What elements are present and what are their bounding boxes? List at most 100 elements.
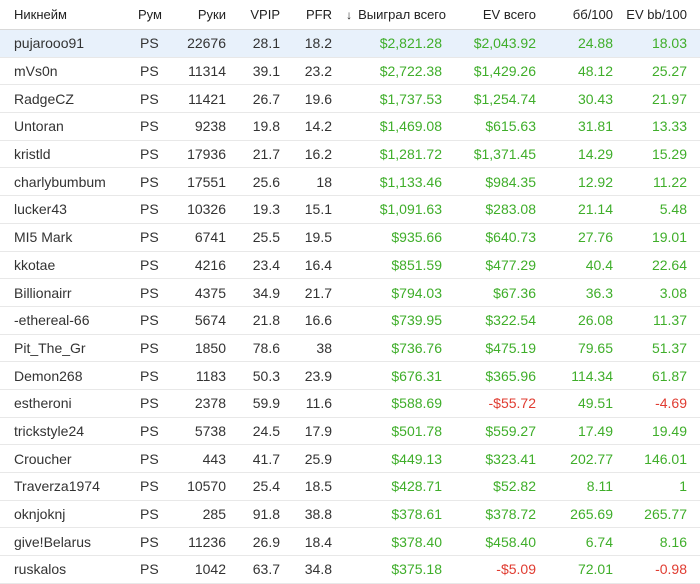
cell-won: $378.61 bbox=[391, 506, 442, 523]
cell-pfr: 19.5 bbox=[304, 229, 332, 246]
table-row[interactable]: Croucher PS 443 41.7 25.9 $449.13 $323.41 202.7… bbox=[0, 445, 700, 473]
cell-ev-bb100: 19.01 bbox=[651, 229, 687, 246]
table-header: Никнейм Рум Руки VPIP PFR ↓ Выиграл всего… bbox=[0, 0, 700, 30]
table-row[interactable]: trickstyle24 PS 5738 24.5 17.9 $501.78 $559.27… bbox=[0, 418, 700, 446]
cell-ev-bb100: 13.33 bbox=[651, 118, 687, 135]
cell-bb100: 30.43 bbox=[577, 90, 613, 107]
cell-room: PS bbox=[140, 201, 159, 218]
column-header-ev-bb100[interactable]: EV bb/100 bbox=[626, 7, 687, 22]
cell-bb100: 14.29 bbox=[577, 146, 613, 163]
cell-bb100: 79.65 bbox=[577, 339, 613, 356]
table-row[interactable]: Demon268 PS 1183 50.3 23.9 $676.31 $365.96 114.… bbox=[0, 362, 700, 390]
cell-vpip: 21.7 bbox=[252, 146, 280, 163]
cell-name: pujarooo91 bbox=[14, 35, 85, 52]
cell-bb100: 265.69 bbox=[570, 506, 613, 523]
table-row[interactable]: MI5 Mark PS 6741 25.5 19.5 $935.66 $640.73 27.7… bbox=[0, 224, 700, 252]
cell-pfr: 23.2 bbox=[304, 63, 332, 80]
column-header-ev[interactable]: EV всего bbox=[482, 7, 536, 22]
cell-hands: 1850 bbox=[194, 339, 226, 356]
cell-name: Untoran bbox=[14, 118, 64, 135]
cell-room: PS bbox=[140, 312, 159, 329]
cell-room: PS bbox=[140, 90, 159, 107]
cell-bb100: 27.76 bbox=[577, 229, 613, 246]
cell-ev-bb100: 1 bbox=[679, 478, 687, 495]
table-row[interactable]: pujarooo91 PS 22676 28.1 18.2 $2,821.28 $2,043… bbox=[0, 30, 700, 58]
cell-ev-bb100: 8.16 bbox=[659, 533, 687, 550]
column-header-room[interactable]: Рум bbox=[138, 7, 162, 22]
cell-won: $378.40 bbox=[391, 533, 442, 550]
column-header-pfr[interactable]: PFR bbox=[306, 7, 332, 22]
cell-ev-bb100: 18.03 bbox=[651, 35, 687, 52]
table-row[interactable]: RadgeCZ PS 11421 26.7 19.6 $1,737.53 $1,254.74… bbox=[0, 85, 700, 114]
table-row[interactable]: mVs0n PS 11314 39.1 23.2 $2,722.38 $1,429.26 48… bbox=[0, 58, 700, 86]
table-row[interactable]: Untoran PS 9238 19.8 14.2 $1,469.08 $615.63 31.… bbox=[0, 113, 700, 141]
cell-vpip: 28.1 bbox=[252, 35, 280, 52]
cell-vpip: 26.9 bbox=[252, 533, 280, 550]
cell-hands: 17936 bbox=[187, 146, 226, 163]
column-header-name[interactable]: Никнейм bbox=[14, 7, 67, 22]
cell-vpip: 41.7 bbox=[252, 450, 280, 467]
cell-won: $428.71 bbox=[391, 478, 442, 495]
cell-ev-bb100: 22.64 bbox=[651, 256, 687, 273]
cell-ev: $2,043.92 bbox=[473, 35, 536, 52]
cell-name: MI5 Mark bbox=[14, 229, 73, 246]
cell-hands: 5674 bbox=[194, 312, 226, 329]
table-row[interactable]: estheroni PS 2378 59.9 11.6 $588.69 -$55.72 49.… bbox=[0, 390, 700, 418]
cell-name: Demon268 bbox=[14, 367, 83, 384]
cell-ev-bb100: 11.37 bbox=[653, 312, 687, 329]
table-row[interactable]: kkotae PS 4216 23.4 16.4 $851.59 $477.29 40.4 22… bbox=[0, 252, 700, 280]
table-row[interactable]: Pit_The_Gr PS 1850 78.6 38 $736.76 $475.19 79.6… bbox=[0, 335, 700, 363]
table-row[interactable]: charlybumbum PS 17551 25.6 18 $1,133.46 $984.3… bbox=[0, 168, 700, 197]
cell-room: PS bbox=[140, 533, 159, 550]
cell-bb100: 36.3 bbox=[585, 284, 613, 301]
column-header-won[interactable]: ↓ Выиграл всего bbox=[334, 7, 446, 22]
cell-room: PS bbox=[140, 422, 159, 439]
table-row[interactable]: kristld PS 17936 21.7 16.2 $1,281.72 $1,371.45… bbox=[0, 141, 700, 169]
table-row[interactable]: lucker43 PS 10326 19.3 15.1 $1,091.63 $283.08 2… bbox=[0, 196, 700, 224]
cell-name: kristld bbox=[14, 146, 51, 163]
cell-pfr: 16.6 bbox=[304, 312, 332, 329]
cell-pfr: 18.4 bbox=[304, 533, 332, 550]
cell-room: PS bbox=[140, 146, 159, 163]
cell-pfr: 23.9 bbox=[304, 367, 332, 384]
cell-vpip: 63.7 bbox=[252, 561, 280, 578]
cell-won: $501.78 bbox=[391, 422, 442, 439]
column-header-vpip[interactable]: VPIP bbox=[250, 7, 280, 22]
cell-won: $1,091.63 bbox=[379, 201, 442, 218]
cell-hands: 11236 bbox=[188, 533, 226, 550]
table-row[interactable]: ruskalos PS 1042 63.7 34.8 $375.18 -$5.09 72.01… bbox=[0, 556, 700, 584]
cell-bb100: 114.34 bbox=[571, 367, 613, 384]
cell-room: PS bbox=[140, 63, 159, 80]
table-row[interactable]: Traverza1974 PS 10570 25.4 18.5 $428.71 $52.82… bbox=[0, 473, 700, 501]
cell-won: $1,133.46 bbox=[379, 173, 442, 190]
cell-bb100: 21.14 bbox=[577, 201, 613, 218]
cell-room: PS bbox=[140, 35, 159, 52]
arrow-down-icon: ↓ bbox=[346, 8, 353, 22]
cell-won: $449.13 bbox=[391, 450, 442, 467]
cell-hands: 1042 bbox=[194, 561, 226, 578]
table-row[interactable]: Billionairr PS 4375 34.9 21.7 $794.03 $67.36 36… bbox=[0, 279, 700, 307]
cell-hands: 22676 bbox=[187, 35, 226, 52]
cell-name: trickstyle24 bbox=[14, 422, 85, 439]
cell-room: PS bbox=[140, 478, 159, 495]
cell-vpip: 25.4 bbox=[252, 478, 280, 495]
table-row[interactable]: -ethereal-66 PS 5674 21.8 16.6 $739.95 $322.54… bbox=[0, 307, 700, 335]
cell-pfr: 15.1 bbox=[304, 201, 332, 218]
cell-ev: $323.41 bbox=[485, 450, 536, 467]
cell-pfr: 18.5 bbox=[304, 478, 332, 495]
column-header-hands[interactable]: Руки bbox=[197, 7, 226, 22]
column-header-bb100[interactable]: бб/100 bbox=[572, 7, 613, 22]
cell-name: ruskalos bbox=[14, 561, 67, 578]
cell-hands: 5738 bbox=[194, 422, 226, 439]
cell-name: estheroni bbox=[14, 395, 72, 412]
cell-ev: $1,254.74 bbox=[473, 90, 536, 107]
cell-ev: $322.54 bbox=[485, 312, 536, 329]
cell-ev: $67.36 bbox=[493, 284, 536, 301]
cell-vpip: 91.8 bbox=[252, 506, 280, 523]
cell-ev-bb100: 15.29 bbox=[651, 146, 687, 163]
table-row[interactable]: give!Belarus PS 11236 26.9 18.4 $378.40 $458.4… bbox=[0, 528, 700, 557]
cell-vpip: 19.8 bbox=[252, 118, 280, 135]
column-header-won-label: Выиграл всего bbox=[358, 7, 446, 22]
table-row[interactable]: oknjoknj PS 285 91.8 38.8 $378.61 $378.72 265.6… bbox=[0, 501, 700, 529]
